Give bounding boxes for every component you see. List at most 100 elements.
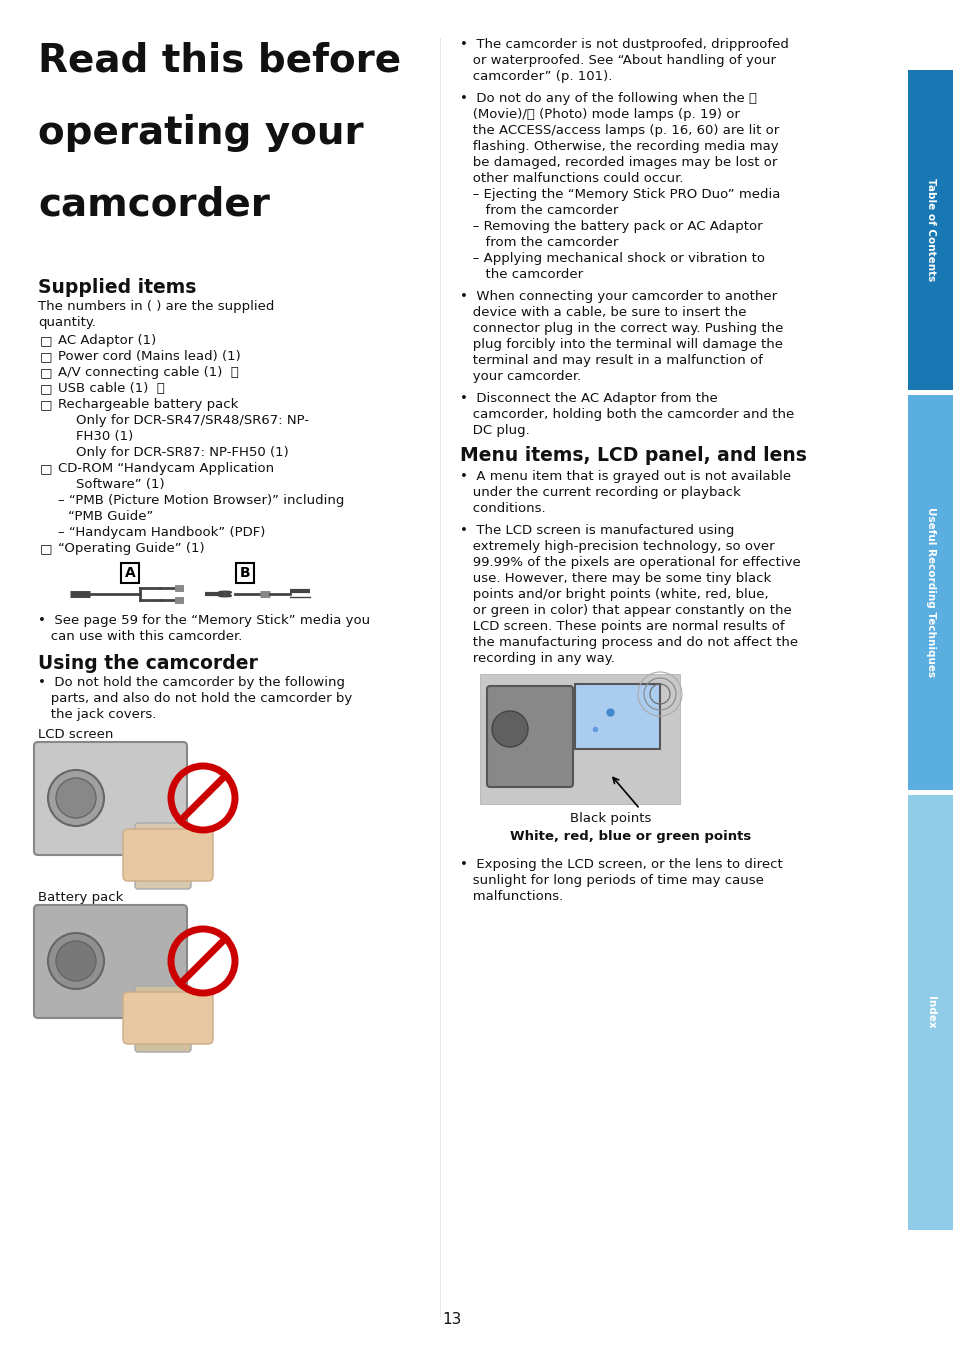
Bar bbox=[907, 795, 953, 1229]
Text: Menu items, LCD panel, and lens: Menu items, LCD panel, and lens bbox=[459, 446, 806, 465]
Text: camcorder” (p. 101).: camcorder” (p. 101). bbox=[459, 71, 612, 83]
Text: •  Disconnect the AC Adaptor from the: • Disconnect the AC Adaptor from the bbox=[459, 392, 717, 404]
Text: CD-ROM “Handycam Application: CD-ROM “Handycam Application bbox=[58, 461, 274, 475]
Text: The numbers in ( ) are the supplied: The numbers in ( ) are the supplied bbox=[38, 300, 274, 313]
Text: be damaged, recorded images may be lost or: be damaged, recorded images may be lost … bbox=[459, 156, 777, 170]
Text: malfunctions.: malfunctions. bbox=[459, 890, 562, 902]
Text: from the camcorder: from the camcorder bbox=[459, 204, 618, 217]
Text: recording in any way.: recording in any way. bbox=[459, 651, 615, 665]
FancyBboxPatch shape bbox=[123, 992, 213, 1044]
Text: connector plug in the correct way. Pushing the: connector plug in the correct way. Pushi… bbox=[459, 322, 782, 335]
Text: A/V connecting cable (1)  Ⓐ: A/V connecting cable (1) Ⓐ bbox=[58, 366, 238, 379]
Text: 13: 13 bbox=[442, 1312, 461, 1327]
Text: points and/or bright points (white, red, blue,: points and/or bright points (white, red,… bbox=[459, 588, 768, 601]
FancyBboxPatch shape bbox=[486, 687, 573, 787]
Text: Index: Index bbox=[925, 996, 935, 1029]
Text: “PMB Guide”: “PMB Guide” bbox=[68, 510, 153, 522]
Text: LCD screen. These points are normal results of: LCD screen. These points are normal resu… bbox=[459, 620, 783, 632]
Text: A: A bbox=[125, 566, 135, 579]
Text: B: B bbox=[239, 566, 250, 579]
Circle shape bbox=[56, 940, 96, 981]
Text: Power cord (Mains lead) (1): Power cord (Mains lead) (1) bbox=[58, 350, 240, 364]
Text: FH30 (1): FH30 (1) bbox=[76, 430, 133, 442]
Text: •  The LCD screen is manufactured using: • The LCD screen is manufactured using bbox=[459, 524, 734, 537]
Text: •  Do not hold the camcorder by the following: • Do not hold the camcorder by the follo… bbox=[38, 676, 345, 689]
Text: quantity.: quantity. bbox=[38, 316, 96, 328]
Text: – “PMB (Picture Motion Browser)” including: – “PMB (Picture Motion Browser)” includi… bbox=[58, 494, 344, 508]
FancyBboxPatch shape bbox=[135, 822, 191, 889]
FancyBboxPatch shape bbox=[123, 829, 213, 881]
Text: use. However, there may be some tiny black: use. However, there may be some tiny bla… bbox=[459, 573, 770, 585]
Text: operating your: operating your bbox=[38, 114, 363, 152]
FancyBboxPatch shape bbox=[135, 987, 191, 1052]
Text: device with a cable, be sure to insert the: device with a cable, be sure to insert t… bbox=[459, 305, 745, 319]
Text: USB cable (1)  Ⓑ: USB cable (1) Ⓑ bbox=[58, 383, 165, 395]
Text: under the current recording or playback: under the current recording or playback bbox=[459, 486, 740, 499]
Text: Battery pack: Battery pack bbox=[38, 892, 123, 904]
Text: □: □ bbox=[40, 334, 52, 347]
Text: or green in color) that appear constantly on the: or green in color) that appear constantl… bbox=[459, 604, 791, 617]
Text: your camcorder.: your camcorder. bbox=[459, 370, 580, 383]
Text: sunlight for long periods of time may cause: sunlight for long periods of time may ca… bbox=[459, 874, 763, 887]
FancyBboxPatch shape bbox=[34, 905, 187, 1018]
Text: □: □ bbox=[40, 383, 52, 395]
Text: other malfunctions could occur.: other malfunctions could occur. bbox=[459, 172, 682, 185]
Text: □: □ bbox=[40, 398, 52, 411]
Text: conditions.: conditions. bbox=[459, 502, 545, 516]
Text: •  Exposing the LCD screen, or the lens to direct: • Exposing the LCD screen, or the lens t… bbox=[459, 858, 781, 871]
Text: (Movie)/⌹ (Photo) mode lamps (p. 19) or: (Movie)/⌹ (Photo) mode lamps (p. 19) or bbox=[459, 109, 740, 121]
Bar bbox=[907, 395, 953, 790]
Text: the jack covers.: the jack covers. bbox=[38, 708, 156, 721]
Text: •  When connecting your camcorder to another: • When connecting your camcorder to anot… bbox=[459, 290, 777, 303]
Text: – Removing the battery pack or AC Adaptor: – Removing the battery pack or AC Adapto… bbox=[459, 220, 761, 233]
Text: camcorder, holding both the camcorder and the: camcorder, holding both the camcorder an… bbox=[459, 408, 794, 421]
Text: extremely high-precision technology, so over: extremely high-precision technology, so … bbox=[459, 540, 774, 554]
Text: can use with this camcorder.: can use with this camcorder. bbox=[38, 630, 242, 643]
Text: •  See page 59 for the “Memory Stick” media you: • See page 59 for the “Memory Stick” med… bbox=[38, 613, 370, 627]
Text: White, red, blue or green points: White, red, blue or green points bbox=[510, 830, 750, 843]
Text: Useful Recording Techniques: Useful Recording Techniques bbox=[925, 508, 935, 677]
FancyBboxPatch shape bbox=[34, 742, 187, 855]
Text: – Ejecting the “Memory Stick PRO Duo” media: – Ejecting the “Memory Stick PRO Duo” me… bbox=[459, 189, 780, 201]
Text: Rechargeable battery pack: Rechargeable battery pack bbox=[58, 398, 238, 411]
Text: the camcorder: the camcorder bbox=[459, 267, 582, 281]
Text: parts, and also do not hold the camcorder by: parts, and also do not hold the camcorde… bbox=[38, 692, 352, 706]
Text: or waterproofed. See “About handling of your: or waterproofed. See “About handling of … bbox=[459, 54, 775, 66]
Text: Only for DCR-SR87: NP-FH50 (1): Only for DCR-SR87: NP-FH50 (1) bbox=[76, 446, 289, 459]
Text: •  The camcorder is not dustproofed, dripproofed: • The camcorder is not dustproofed, drip… bbox=[459, 38, 788, 52]
Text: terminal and may result in a malfunction of: terminal and may result in a malfunction… bbox=[459, 354, 762, 366]
Bar bbox=[479, 674, 679, 803]
Text: AC Adaptor (1): AC Adaptor (1) bbox=[58, 334, 156, 347]
Text: •  A menu item that is grayed out is not available: • A menu item that is grayed out is not … bbox=[459, 470, 790, 483]
Text: Software” (1): Software” (1) bbox=[76, 478, 165, 491]
Text: – Applying mechanical shock or vibration to: – Applying mechanical shock or vibration… bbox=[459, 252, 764, 265]
Text: Only for DCR-SR47/SR48/SR67: NP-: Only for DCR-SR47/SR48/SR67: NP- bbox=[76, 414, 309, 427]
Text: DC plug.: DC plug. bbox=[459, 423, 529, 437]
Text: LCD screen: LCD screen bbox=[38, 727, 113, 741]
Circle shape bbox=[492, 711, 527, 746]
Text: Black points: Black points bbox=[569, 811, 651, 825]
Text: Using the camcorder: Using the camcorder bbox=[38, 654, 257, 673]
Text: □: □ bbox=[40, 461, 52, 475]
Text: the manufacturing process and do not affect the: the manufacturing process and do not aff… bbox=[459, 636, 798, 649]
Text: camcorder: camcorder bbox=[38, 186, 270, 224]
Text: Supplied items: Supplied items bbox=[38, 278, 196, 297]
Text: – “Handycam Handbook” (PDF): – “Handycam Handbook” (PDF) bbox=[58, 527, 265, 539]
Text: □: □ bbox=[40, 350, 52, 364]
Circle shape bbox=[48, 769, 104, 826]
Text: plug forcibly into the terminal will damage the: plug forcibly into the terminal will dam… bbox=[459, 338, 782, 351]
Bar bbox=[907, 71, 953, 389]
Text: 99.99% of the pixels are operational for effective: 99.99% of the pixels are operational for… bbox=[459, 556, 800, 569]
Circle shape bbox=[56, 778, 96, 818]
Text: from the camcorder: from the camcorder bbox=[459, 236, 618, 248]
Text: Table of Contents: Table of Contents bbox=[925, 178, 935, 282]
Text: □: □ bbox=[40, 541, 52, 555]
Bar bbox=[575, 684, 659, 749]
Text: flashing. Otherwise, the recording media may: flashing. Otherwise, the recording media… bbox=[459, 140, 778, 153]
Text: the ACCESS/access lamps (p. 16, 60) are lit or: the ACCESS/access lamps (p. 16, 60) are … bbox=[459, 123, 779, 137]
Text: Read this before: Read this before bbox=[38, 42, 400, 80]
Text: •  Do not do any of the following when the ⌸: • Do not do any of the following when th… bbox=[459, 92, 757, 104]
Text: “Operating Guide” (1): “Operating Guide” (1) bbox=[58, 541, 204, 555]
Text: □: □ bbox=[40, 366, 52, 379]
Circle shape bbox=[48, 934, 104, 989]
